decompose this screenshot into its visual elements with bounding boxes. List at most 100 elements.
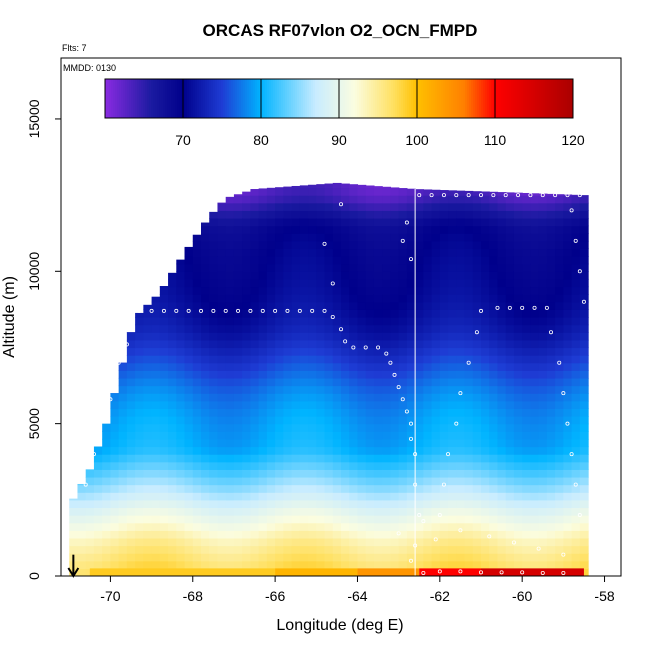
heatmap-cell bbox=[472, 286, 482, 295]
heatmap-cell bbox=[233, 476, 243, 486]
heatmap-cell bbox=[266, 309, 276, 318]
heatmap-cell bbox=[209, 416, 219, 425]
heatmap-cell bbox=[439, 446, 449, 455]
heatmap-cell bbox=[283, 385, 293, 394]
heatmap-cell bbox=[118, 545, 128, 554]
heatmap-cell bbox=[184, 416, 194, 425]
colorbar-cell bbox=[151, 79, 154, 118]
heatmap-cell bbox=[176, 492, 186, 501]
heatmap-cell bbox=[250, 362, 260, 371]
heatmap-cell bbox=[406, 438, 416, 448]
heatmap-cell bbox=[472, 317, 482, 326]
heatmap-cell bbox=[579, 355, 589, 364]
heatmap-cell bbox=[118, 553, 128, 562]
heatmap-cell bbox=[291, 416, 301, 425]
heatmap-cell bbox=[93, 499, 103, 509]
heatmap-cell bbox=[192, 492, 202, 501]
colorbar-cell bbox=[153, 79, 156, 118]
heatmap-cell bbox=[439, 461, 449, 470]
colorbar-cell bbox=[485, 79, 488, 118]
heatmap-cell bbox=[266, 217, 276, 227]
heatmap-cell bbox=[546, 507, 556, 516]
heatmap-cell bbox=[522, 438, 532, 448]
heatmap-cell bbox=[225, 446, 235, 455]
heatmap-cell bbox=[448, 446, 457, 455]
heatmap-cell bbox=[464, 408, 474, 417]
heatmap-cell bbox=[201, 240, 210, 250]
colorbar-cell bbox=[263, 79, 266, 118]
heatmap-cell bbox=[291, 499, 301, 509]
heatmap-cell bbox=[571, 454, 581, 463]
heatmap-cell bbox=[382, 507, 392, 516]
heatmap-cell bbox=[168, 537, 177, 547]
heatmap-cell bbox=[505, 233, 515, 242]
heatmap-cell bbox=[110, 484, 120, 493]
heatmap-cell bbox=[390, 233, 400, 242]
heatmap-cell bbox=[431, 446, 441, 455]
heatmap-cell bbox=[390, 377, 400, 387]
heatmap-cell bbox=[538, 469, 548, 478]
colorbar-cell bbox=[329, 79, 332, 118]
heatmap-cell bbox=[184, 362, 194, 371]
colorbar-cell bbox=[257, 79, 260, 118]
heatmap-cell bbox=[299, 187, 309, 196]
heatmap-cell bbox=[579, 515, 589, 524]
heatmap-cell bbox=[464, 210, 474, 219]
heatmap-cell bbox=[513, 537, 523, 547]
colorbar-cell bbox=[213, 79, 216, 118]
heatmap-cell bbox=[85, 545, 95, 554]
colorbar-cell bbox=[469, 79, 472, 118]
heatmap-cell bbox=[538, 400, 548, 410]
heatmap-cell bbox=[201, 301, 210, 310]
colorbar-cell bbox=[465, 79, 468, 118]
heatmap-cell bbox=[373, 560, 383, 569]
heatmap-cell bbox=[538, 248, 548, 257]
heatmap-cell bbox=[217, 484, 227, 493]
colorbar-cell bbox=[371, 79, 374, 118]
heatmap-cell bbox=[168, 347, 177, 356]
heatmap-cell bbox=[217, 240, 227, 250]
colorbar-cell bbox=[281, 79, 284, 118]
heatmap-cell bbox=[530, 355, 540, 364]
heatmap-cell bbox=[555, 507, 564, 516]
heatmap-cell bbox=[513, 278, 523, 288]
heatmap-cell bbox=[316, 339, 326, 349]
heatmap-cell bbox=[373, 461, 383, 470]
heatmap-cell bbox=[522, 370, 532, 379]
heatmap-cell bbox=[324, 469, 334, 478]
heatmap-cell bbox=[365, 301, 375, 310]
heatmap-cell bbox=[555, 317, 564, 326]
colorbar-cell bbox=[227, 79, 230, 118]
heatmap-cell bbox=[390, 499, 400, 509]
heatmap-cell bbox=[168, 278, 177, 288]
heatmap-cell bbox=[538, 423, 548, 432]
heatmap-cell bbox=[365, 217, 375, 227]
heatmap-cell bbox=[332, 240, 342, 250]
heatmap-cell bbox=[159, 324, 169, 333]
heatmap-cell bbox=[579, 469, 589, 478]
heatmap-cell bbox=[571, 271, 581, 280]
heatmap-cell bbox=[250, 553, 260, 562]
heatmap-cell bbox=[250, 347, 260, 356]
heatmap-cell bbox=[579, 324, 589, 333]
heatmap-cell bbox=[579, 560, 589, 569]
heatmap-cell bbox=[365, 484, 375, 493]
heatmap-cell bbox=[431, 370, 441, 379]
heatmap-cell bbox=[308, 553, 317, 562]
heatmap-cell bbox=[151, 370, 161, 379]
heatmap-cell bbox=[555, 530, 564, 539]
heatmap-cell bbox=[571, 469, 581, 478]
flight-point bbox=[478, 570, 483, 575]
heatmap-cell bbox=[579, 240, 589, 250]
heatmap-cell bbox=[571, 416, 581, 425]
heatmap-cell bbox=[225, 248, 235, 257]
heatmap-cell bbox=[217, 553, 227, 562]
heatmap-cell bbox=[398, 301, 408, 310]
colorbar-cell bbox=[481, 79, 484, 118]
heatmap-cell bbox=[217, 423, 227, 432]
heatmap-cell bbox=[102, 537, 112, 547]
heatmap-cell bbox=[316, 370, 326, 379]
heatmap-cell bbox=[505, 423, 515, 432]
flight-point bbox=[503, 193, 508, 198]
heatmap-cell bbox=[555, 309, 564, 318]
